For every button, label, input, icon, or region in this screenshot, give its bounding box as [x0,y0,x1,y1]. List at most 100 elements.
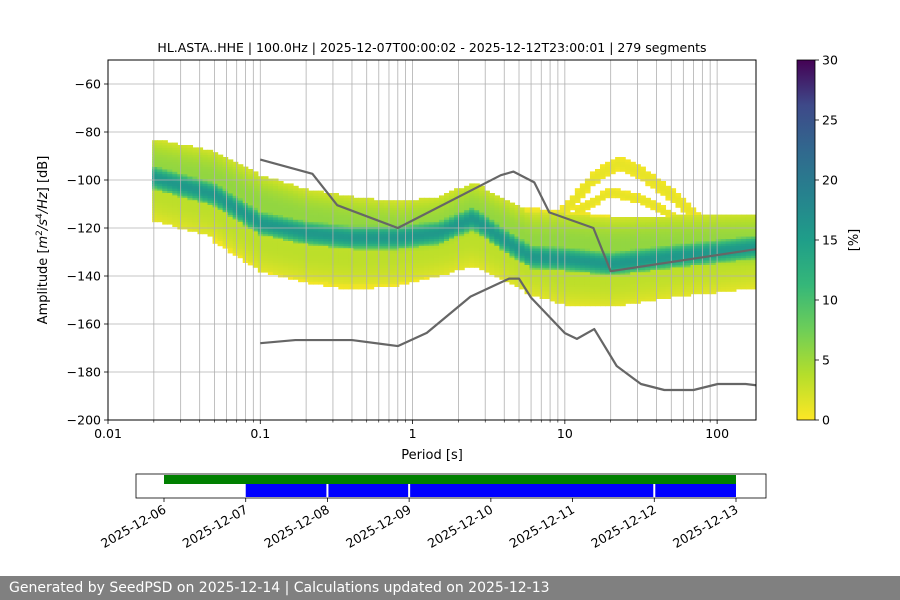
density-cell [338,209,344,213]
density-cell [433,217,440,220]
density-cell [660,279,667,283]
density-cell [444,224,450,227]
density-cell [685,248,692,251]
density-cell [247,197,254,201]
density-cell [459,260,465,263]
density-cell [197,212,204,215]
density-cell [328,277,334,280]
density-cell [252,193,259,196]
density-cell [720,217,727,220]
density-cell [665,291,672,295]
density-cell [610,233,616,237]
density-cell [217,231,224,235]
density-cell [559,289,566,292]
density-cell [675,245,682,249]
density-cell [720,224,727,227]
density-cell [615,161,621,165]
density-cell [378,269,385,273]
density-cell [187,217,194,220]
density-cell [469,217,475,220]
density-cell [358,229,365,232]
density-cell [469,219,475,223]
density-cell [479,229,485,232]
density-cell [423,236,430,239]
density-cell [725,255,732,259]
density-cell [172,157,178,160]
density-cell [272,185,279,189]
density-cell [675,238,682,242]
timeline-tick-label: 2025-12-11 [507,502,577,551]
density-cell [182,195,188,199]
density-cell [283,269,289,273]
density-cell [524,245,531,249]
density-cell [262,190,269,194]
density-cell [454,243,460,247]
density-cell [267,260,274,263]
density-cell [298,214,304,218]
density-cell [594,262,601,266]
density-cell [348,250,355,254]
density-cell [504,262,511,266]
density-cell [615,229,621,232]
density-cell [514,265,521,268]
density-cell [162,173,168,177]
density-cell [383,260,390,263]
density-cell [685,209,692,213]
density-cell [730,286,737,290]
density-cell [474,241,480,244]
density-cell [640,272,646,275]
density-cell [172,181,178,184]
density-cell [594,272,601,275]
density-cell [428,221,435,225]
density-cell [539,257,546,261]
density-cell [373,250,380,254]
density-cell [288,248,294,251]
density-cell [584,291,591,295]
density-cell [333,281,339,285]
psd-plot-area: 0.01 0.1 1 10 100 −200−180−160−140−120−100−8… [67,59,757,441]
density-cell [615,298,621,302]
density-cell [635,298,641,302]
density-cell [544,236,551,239]
density-cell [645,200,651,203]
density-cell [539,217,546,220]
density-cell [715,286,722,290]
density-cell [499,250,505,254]
density-cell [403,238,410,242]
density-cell [328,253,334,256]
density-cell [564,296,571,299]
density-cell [313,255,319,259]
density-cell [283,188,289,191]
density-cell [408,262,415,266]
density-cell [479,212,485,215]
density-cell [504,255,511,259]
density-cell [514,217,521,220]
density-cell [725,245,732,249]
density-cell [308,193,314,196]
density-cell [519,209,526,213]
density-cell [408,214,415,218]
density-cell [474,219,480,223]
density-cell [735,231,742,235]
density-cell [428,260,435,263]
density-cell [539,231,546,235]
density-cell [237,212,244,215]
density-cell [519,279,526,283]
density-cell [393,219,400,223]
density-cell [177,147,183,151]
density-cell [252,200,259,203]
density-cell [715,284,722,287]
density-cell [308,241,314,244]
density-cell [277,185,284,189]
density-cell [494,214,500,218]
density-cell [574,265,581,268]
density-cell [373,262,380,266]
density-cell [750,262,756,266]
density-cell [418,229,425,232]
density-cell [489,205,495,208]
density-cell [449,219,455,223]
density-cell [207,219,214,223]
density-cell [559,243,566,247]
density-cell [187,149,194,153]
density-cell [343,241,350,244]
